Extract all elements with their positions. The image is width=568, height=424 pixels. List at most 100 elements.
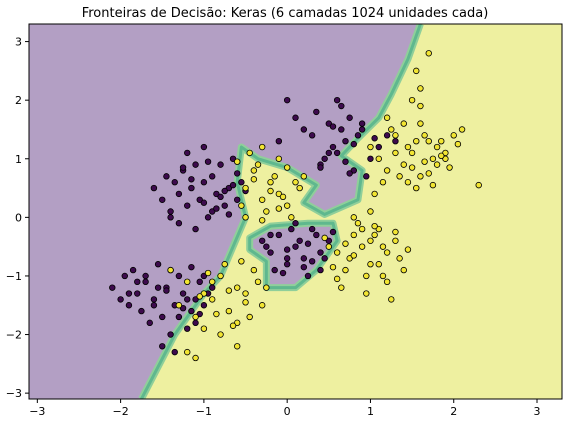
class0-point — [200, 143, 208, 151]
class0-point — [125, 302, 133, 309]
class0-point — [159, 343, 166, 350]
class0-point — [300, 263, 308, 271]
class1-point — [209, 296, 216, 303]
class1-point — [371, 190, 378, 198]
class0-point — [184, 202, 191, 209]
class0-point — [196, 278, 203, 286]
class1-point — [358, 243, 366, 250]
class1-point — [192, 313, 199, 321]
class1-point — [350, 214, 357, 221]
class1-point — [238, 202, 245, 209]
y-tick-label: 1 — [15, 153, 22, 166]
class0-point — [321, 255, 328, 262]
class0-point — [221, 187, 228, 195]
class1-point — [421, 158, 428, 165]
class1-point — [438, 137, 445, 145]
class0-point — [171, 179, 178, 186]
class1-point — [242, 299, 249, 306]
class0-point — [184, 149, 191, 157]
class1-point — [446, 164, 453, 171]
class1-point — [258, 196, 266, 203]
class0-point — [279, 269, 287, 277]
class0-point — [175, 220, 183, 227]
class0-point — [167, 214, 174, 221]
class0-point — [129, 266, 137, 274]
class0-point — [192, 319, 199, 327]
class1-point — [213, 310, 220, 318]
class1-point — [367, 261, 374, 268]
class1-point — [429, 181, 437, 189]
class1-point — [242, 290, 249, 297]
class0-point — [188, 184, 195, 192]
class0-point — [300, 255, 308, 262]
class0-point — [188, 307, 195, 315]
class1-point — [475, 181, 482, 189]
class0-point — [346, 170, 353, 177]
class1-point — [234, 284, 241, 291]
y-tick-label: 0 — [15, 211, 22, 224]
class1-point — [271, 173, 278, 180]
class0-point — [383, 132, 391, 139]
class0-point — [271, 266, 278, 274]
class1-point — [242, 214, 249, 221]
class0-point — [217, 161, 224, 168]
class1-point — [383, 249, 391, 256]
class0-point — [329, 228, 337, 236]
class0-point — [179, 164, 187, 171]
class0-point — [275, 231, 283, 239]
class1-point — [425, 137, 432, 145]
class1-point — [383, 167, 391, 174]
class1-point — [421, 132, 428, 139]
class0-point — [375, 143, 382, 151]
class1-point — [400, 266, 407, 274]
class0-point — [308, 225, 316, 233]
y-tick-label: 3 — [15, 36, 22, 49]
class1-point — [425, 170, 432, 177]
class1-point — [408, 164, 416, 171]
class0-point — [134, 290, 141, 297]
class1-point — [379, 179, 387, 186]
class0-point — [159, 196, 166, 203]
class1-point — [329, 263, 337, 271]
class0-point — [192, 161, 199, 168]
class0-point — [234, 196, 241, 203]
class1-point — [250, 176, 258, 183]
class0-point — [263, 243, 270, 250]
class0-point — [159, 313, 166, 321]
class1-point — [375, 261, 382, 268]
y-tick-label: −3 — [6, 387, 22, 400]
class1-point — [392, 237, 399, 244]
class1-point — [342, 266, 349, 274]
class0-enclave-region — [249, 223, 338, 288]
class1-point — [396, 255, 403, 262]
class0-point — [204, 158, 212, 165]
class0-point — [392, 137, 399, 145]
class0-point — [325, 149, 333, 157]
class1-point — [363, 290, 370, 297]
class0-point — [267, 249, 274, 256]
class1-point — [234, 343, 241, 350]
class1-point — [258, 302, 266, 309]
class0-point — [200, 199, 208, 206]
class0-point — [175, 313, 183, 321]
class1-point — [333, 249, 341, 256]
class1-point — [192, 354, 199, 362]
class1-point — [400, 120, 407, 127]
class1-point — [325, 243, 333, 250]
class1-point — [367, 143, 374, 151]
class0-point — [342, 137, 349, 145]
class1-point — [217, 272, 224, 280]
class1-point — [229, 322, 237, 329]
class1-point — [209, 278, 216, 286]
class0-point — [317, 249, 324, 256]
class1-point — [196, 293, 203, 300]
y-axis: −3 −2 −1 0 1 2 3 — [6, 36, 29, 400]
class1-point — [217, 331, 224, 338]
class0-point — [209, 173, 216, 180]
class1-point — [275, 205, 283, 212]
class1-point — [175, 302, 183, 309]
class0-point — [321, 155, 328, 162]
x-tick-label: 1 — [367, 405, 374, 418]
class1-point — [425, 50, 432, 57]
